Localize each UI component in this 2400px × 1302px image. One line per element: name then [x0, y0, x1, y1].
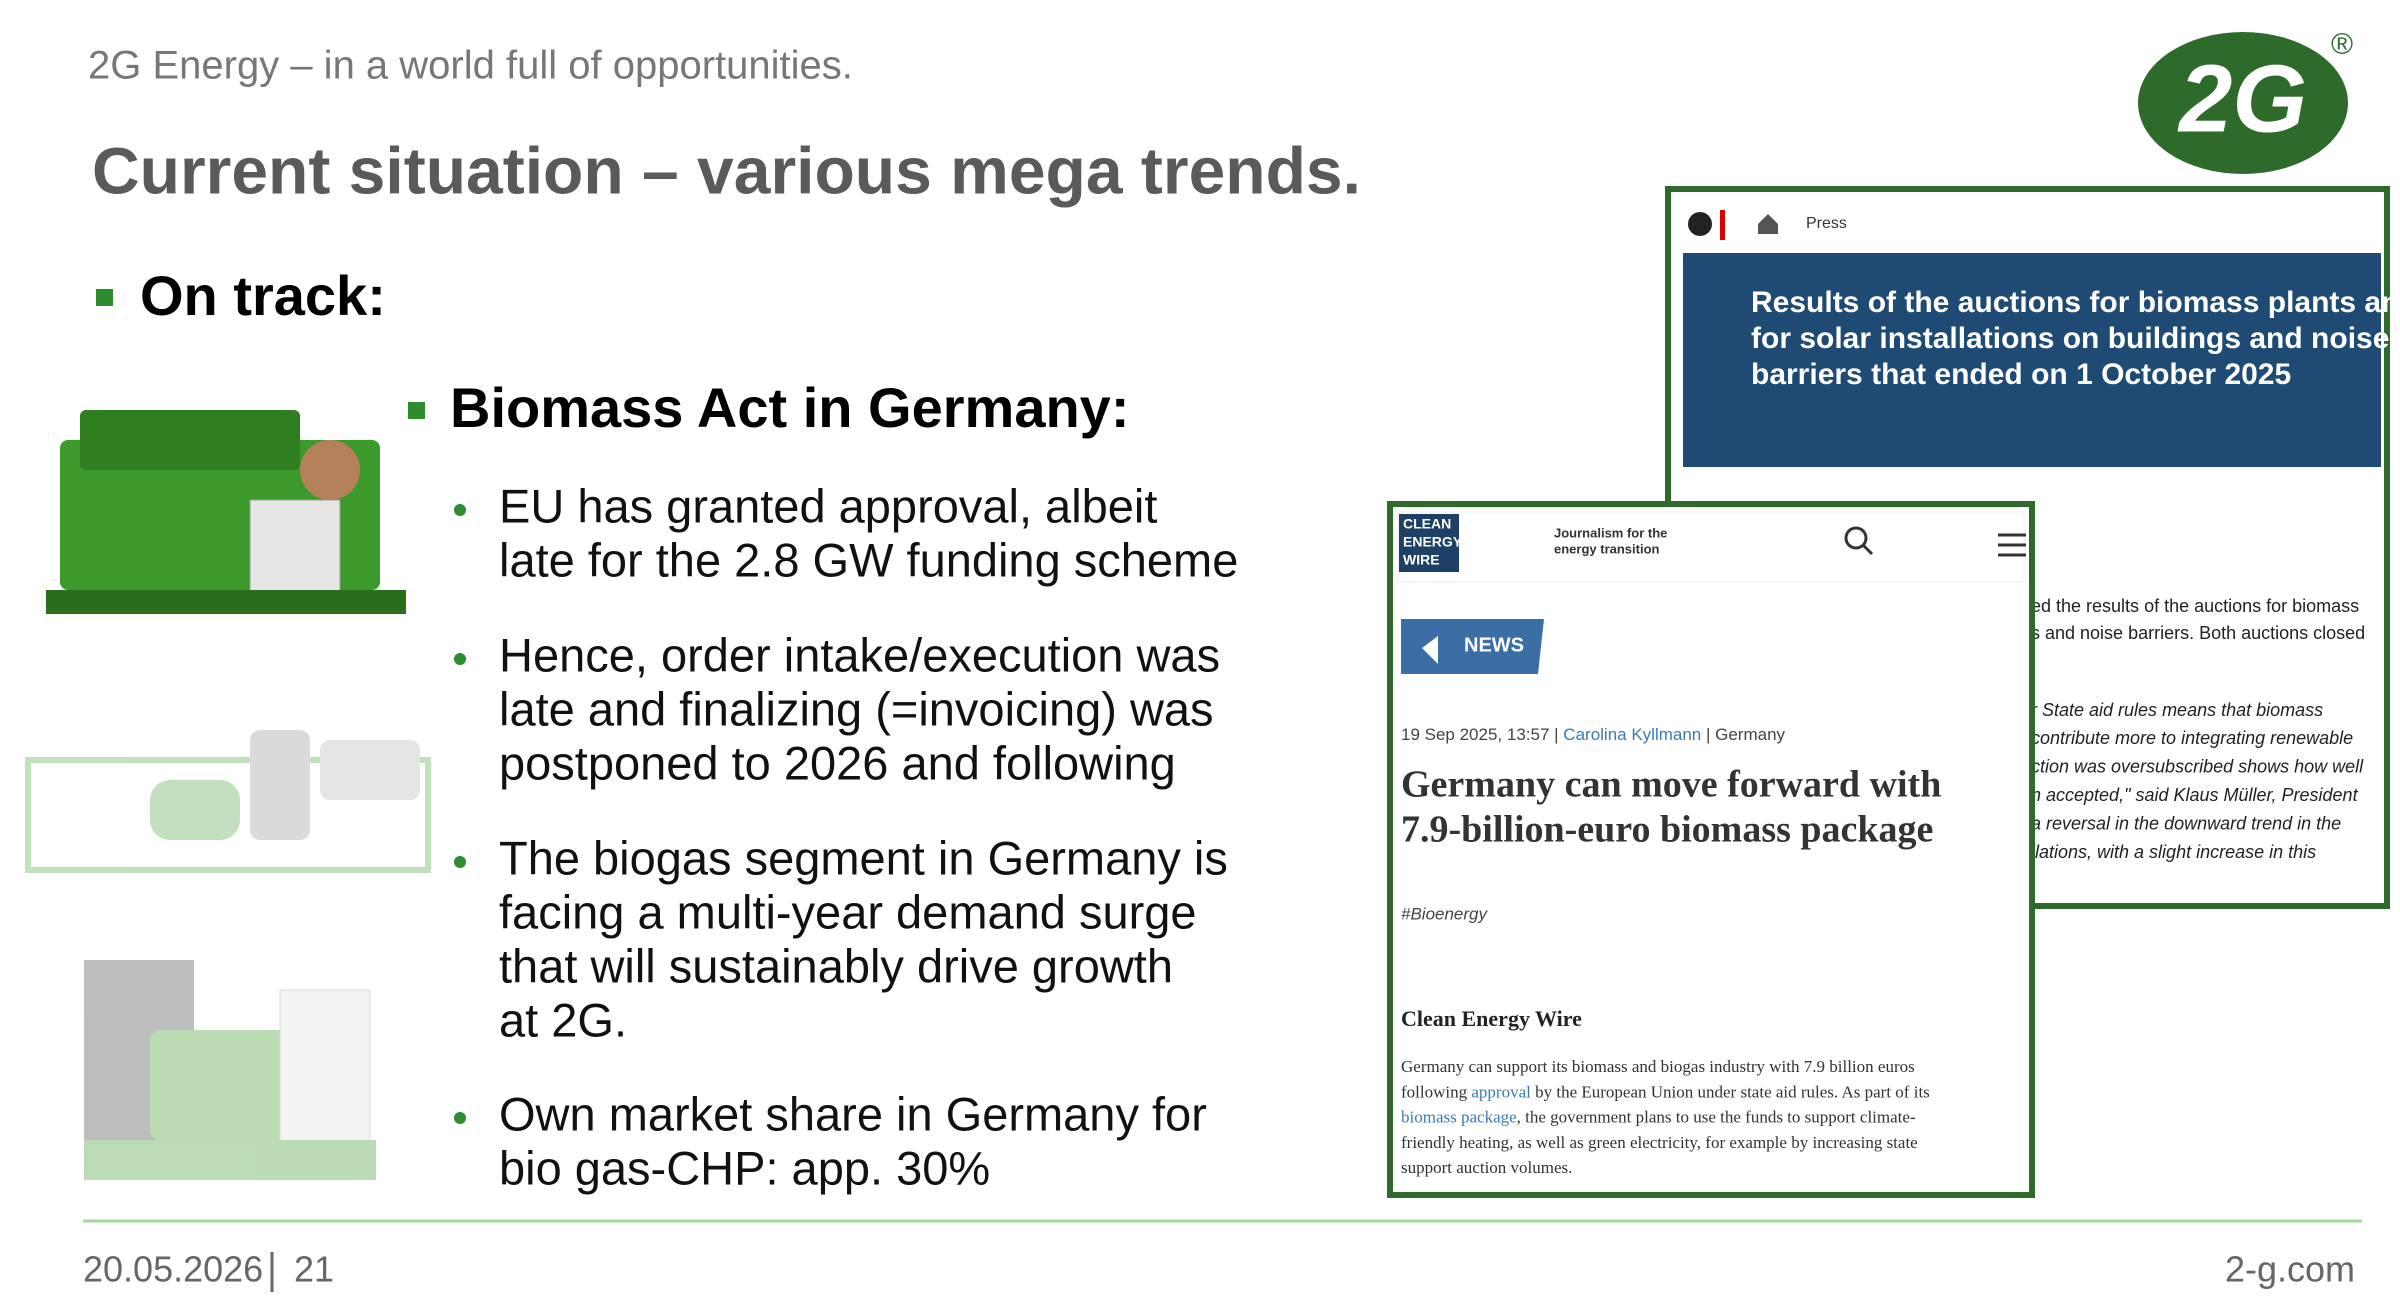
author[interactable]: Carolina Kyllmann: [1563, 725, 1701, 744]
bullet-dot: [454, 1112, 466, 1124]
engine-image: [46, 410, 406, 614]
logo-text: 2G: [2177, 45, 2307, 152]
site-bar: [1397, 511, 2025, 583]
headline-line: Germany can move forward with: [1401, 764, 1941, 806]
headline-line: Results of the auctions for biomass plan…: [1751, 286, 2400, 319]
level2-heading: Biomass Act in Germany:: [450, 376, 1129, 439]
body-text: by the European Union under state aid ru…: [1531, 1082, 1930, 1101]
body-line: support auction volumes.: [1401, 1158, 1572, 1177]
slogan-line: Journalism for the: [1554, 525, 1667, 540]
body-text: support auction volumes.: [1401, 1158, 1572, 1177]
level1-heading: On track:: [140, 264, 386, 327]
menu-icon[interactable]: [1998, 533, 2026, 557]
bullet-dot: [454, 856, 466, 868]
bullet-line: at 2G.: [499, 993, 627, 1046]
news-badge-text: NEWS: [1464, 634, 1524, 656]
body-text: Germany can support its biomass and biog…: [1401, 1057, 1915, 1076]
bullet-line: Hence, order intake/execution was: [499, 628, 1220, 681]
body-line: Germany can support its biomass and biog…: [1401, 1057, 1915, 1076]
quote-line: a reversal in the downward trend in the: [2031, 813, 2341, 833]
slogan-line: energy transition: [1554, 541, 1660, 556]
body: ed the results of the auctions for bioma…: [2031, 596, 2365, 643]
headline-line: for solar installations on buildings and…: [1751, 322, 2389, 355]
site-logo: CLEAN ENERGY WIRE: [1403, 516, 1463, 568]
body: Germany can support its biomass and biog…: [1401, 1057, 1930, 1177]
bullet-line: facing a multi-year demand surge: [499, 885, 1197, 938]
date: 19 Sep 2025, 13:57: [1401, 725, 1549, 744]
body-text: friendly heating, as well as green elect…: [1401, 1133, 1918, 1152]
breadcrumb[interactable]: Press: [1806, 215, 1847, 232]
logo-ellipse: [2138, 32, 2348, 174]
bullet-line: EU has granted approval, albeit: [499, 479, 1157, 532]
search-icon: [1861, 543, 1874, 556]
body-line: biomass package, the government plans to…: [1401, 1108, 1916, 1127]
bullet-square: [408, 402, 425, 419]
link[interactable]: biomass package: [1401, 1108, 1517, 1127]
engine-image: [84, 960, 376, 1180]
body-line: s and noise barriers. Both auctions clos…: [2031, 623, 2365, 643]
quote-line: ction was oversubscribed shows how well: [2031, 757, 2364, 777]
footer-date: 20.05.2026: [83, 1249, 263, 1290]
headline-banner: [1683, 253, 2381, 467]
quote-line: r State aid rules means that biomass: [2031, 700, 2323, 720]
headline-line: barriers that ended on 1 October 2025: [1751, 358, 2291, 391]
body-line: following approval by the European Union…: [1401, 1082, 1930, 1101]
quote: r State aid rules means that biomass cont…: [2031, 700, 2364, 862]
registered: ®: [2331, 28, 2353, 61]
bullet-line: that will sustainably drive growth: [499, 939, 1173, 992]
search-icon[interactable]: [1844, 526, 1868, 550]
bullet-line: The biogas segment in Germany is: [499, 831, 1228, 884]
tag[interactable]: #Bioenergy: [1401, 904, 1489, 923]
body-line: friendly heating, as well as green elect…: [1401, 1133, 1918, 1152]
body-line: ed the results of the auctions for bioma…: [2031, 596, 2359, 616]
body-text: , the government plans to use the funds …: [1517, 1108, 1916, 1127]
quote-line: n accepted," said Klaus Müller, Presiden…: [2031, 785, 2359, 805]
footer-website: 2-g.com: [2225, 1249, 2355, 1290]
site-logo-line: ENERGY: [1403, 534, 1463, 550]
site-logo-line: CLEAN: [1403, 516, 1451, 532]
headline: Results of the auctions for biomass plan…: [1751, 286, 2400, 391]
meta-line: 19 Sep 2025, 13:57 | Carolina Kyllmann |…: [1401, 725, 1786, 744]
tagline: 2G Energy – in a world full of opportuni…: [88, 44, 853, 88]
source: Clean Energy Wire: [1401, 1006, 1582, 1031]
quote-line: contribute more to integrating renewable: [2031, 728, 2353, 748]
site-logo-line: WIRE: [1403, 552, 1440, 568]
bullet-line: bio gas-CHP: app. 30%: [499, 1141, 990, 1194]
bullet-line: late for the 2.8 GW funding scheme: [499, 533, 1238, 586]
megaphone-icon: [1422, 636, 1438, 664]
quote-line: llations, with a slight increase in this: [2031, 842, 2316, 862]
flag: [1720, 210, 1725, 240]
footer-page: 21: [294, 1249, 334, 1290]
location: Germany: [1715, 725, 1785, 744]
logo: 2G ®: [2138, 28, 2353, 174]
bullet-line: postponed to 2026 and following: [499, 736, 1176, 789]
bullet-line: late and finalizing (=invoicing) was: [499, 682, 1214, 735]
bullet-dot: [454, 504, 466, 516]
body-text: following: [1401, 1082, 1471, 1101]
link[interactable]: approval: [1471, 1082, 1531, 1101]
eagle-icon: [1688, 212, 1712, 236]
news-screenshot: CLEAN ENERGY WIRE Journalism for theenergy…: [1387, 501, 2035, 1198]
engine-image: [25, 730, 431, 873]
bullet-dot: [454, 653, 466, 665]
separator: |: [1701, 725, 1715, 744]
site-logo-box: [1399, 514, 1459, 572]
separator: |: [1549, 725, 1563, 744]
title: Current situation – various mega trends.: [92, 133, 1361, 207]
headline: Germany can move forward with7.9-billion…: [1401, 764, 1941, 851]
bullet-line: Own market share in Germany for: [499, 1087, 1207, 1140]
bullet-square: [96, 289, 113, 306]
home-icon: [1758, 214, 1778, 234]
headline-line: 7.9-billion-euro biomass package: [1401, 809, 1933, 851]
